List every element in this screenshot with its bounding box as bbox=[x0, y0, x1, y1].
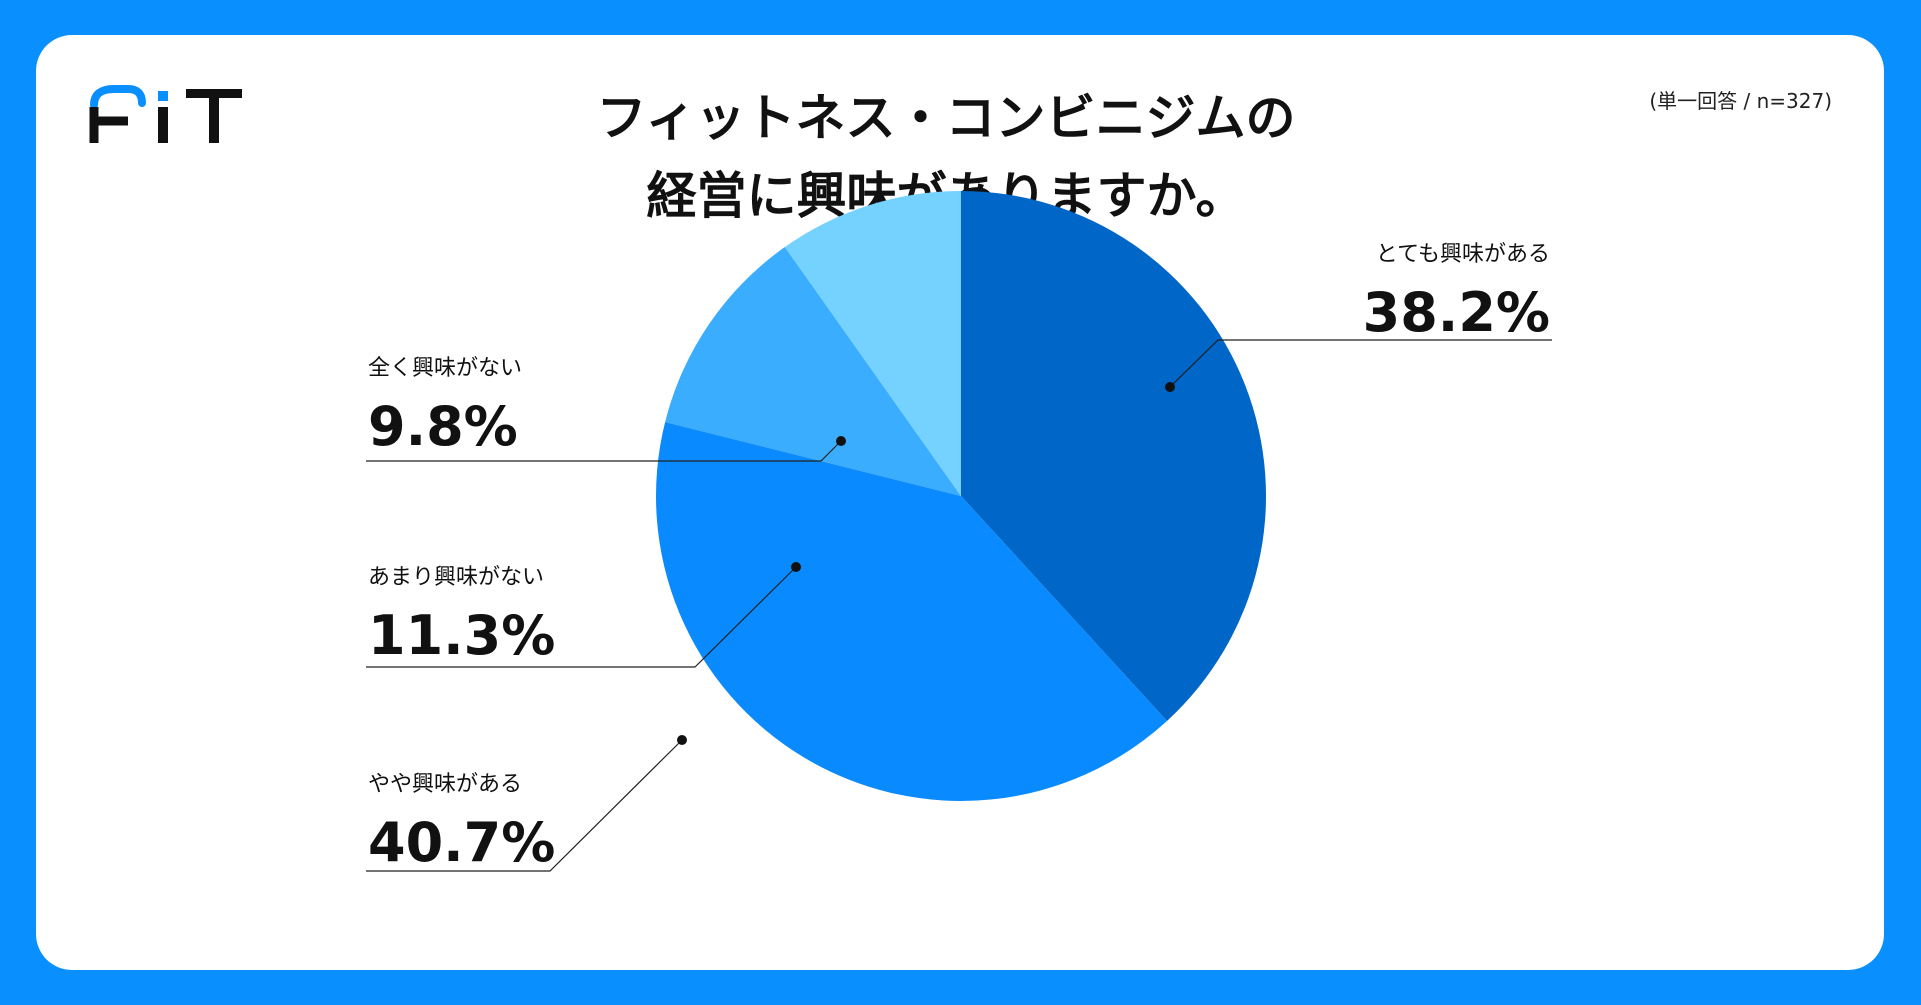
pie-slice-1 bbox=[961, 191, 1267, 721]
leader-dot-4 bbox=[836, 436, 846, 446]
slice-value-1: 38.2% bbox=[1363, 281, 1550, 344]
sample-note: (単一回答 / n=327) bbox=[1649, 89, 1832, 113]
pie-slice-2 bbox=[656, 422, 1167, 801]
slice-label-1: とても興味がある bbox=[1376, 242, 1550, 267]
logo-f-body bbox=[89, 107, 128, 143]
title-line-1: フィットネス・コンビニジムの bbox=[596, 89, 1296, 147]
leader-line-3 bbox=[366, 566, 797, 668]
leader-line-4 bbox=[366, 440, 842, 462]
pie-slice-3 bbox=[665, 247, 961, 496]
logo-f-arc bbox=[90, 85, 146, 109]
fit-logo bbox=[89, 85, 242, 143]
leader-dot-2 bbox=[677, 735, 687, 745]
pie-chart: とても興味がある 38.2% やや興味がある 40.7% あまり興味がない 11.3% 全く… bbox=[366, 191, 1552, 874]
logo-i-stem bbox=[158, 107, 168, 143]
slice-value-2: 40.7% bbox=[368, 811, 555, 874]
slice-label-3: あまり興味がない bbox=[368, 565, 544, 590]
slice-label-4: 全く興味がない bbox=[368, 356, 522, 381]
logo-t-stem bbox=[209, 89, 219, 143]
slice-label-2: やや興味がある bbox=[368, 772, 522, 797]
logo-i-dot bbox=[158, 91, 168, 101]
leader-line-1 bbox=[1169, 339, 1552, 388]
pie-slice-4 bbox=[784, 191, 961, 496]
slice-value-4: 9.8% bbox=[368, 395, 518, 458]
leader-line-2 bbox=[366, 739, 683, 872]
leader-dot-3 bbox=[791, 562, 801, 572]
slice-value-3: 11.3% bbox=[368, 604, 555, 667]
leader-dot-1 bbox=[1165, 382, 1175, 392]
chart-card: フィットネス・コンビニジムの 経営に興味がありますか。 (単一回答 / n=32… bbox=[36, 35, 1884, 970]
